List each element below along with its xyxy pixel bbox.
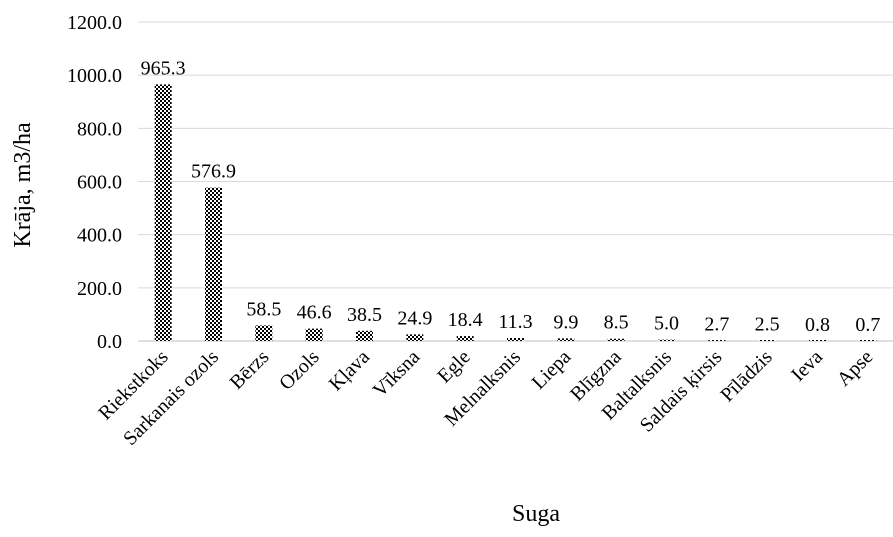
bar — [305, 328, 323, 341]
x-tick-label: Bērzs — [226, 346, 274, 394]
data-label: 576.9 — [191, 161, 236, 183]
data-label: 0.8 — [805, 314, 830, 336]
bar — [859, 340, 877, 341]
x-tick-label: Vīksna — [369, 346, 425, 402]
x-tick-label: Ozols — [275, 346, 324, 395]
x-tick-label: Pīlādzis — [716, 346, 776, 406]
y-axis-title: Krāja, m3/ha — [10, 122, 36, 248]
bar — [809, 340, 826, 341]
bar — [507, 337, 524, 341]
bar — [154, 84, 172, 341]
bars — [154, 84, 877, 341]
y-axis-ticks: 0.0 200.0 400.0 600.0 800.0 1000.0 1200.0 — [67, 12, 122, 353]
y-tick-label: 200.0 — [77, 278, 122, 300]
data-label: 965.3 — [141, 57, 186, 79]
bar — [658, 339, 675, 341]
data-label: 11.3 — [498, 311, 532, 333]
gridlines — [138, 21, 893, 342]
data-label: 2.7 — [704, 313, 729, 335]
data-label: 18.4 — [448, 309, 483, 331]
y-tick-label: 1000.0 — [67, 65, 122, 87]
x-tick-label: Kļava — [325, 346, 374, 395]
data-label: 5.0 — [654, 313, 679, 335]
data-label: 0.7 — [855, 314, 880, 336]
data-label: 24.9 — [397, 307, 432, 329]
bar — [708, 340, 726, 341]
y-tick-label: 800.0 — [77, 118, 122, 140]
bar — [356, 330, 373, 341]
bar — [406, 334, 424, 341]
y-tick-label: 0.0 — [97, 331, 122, 353]
x-tick-label: Ieva — [787, 346, 827, 386]
y-tick-label: 600.0 — [77, 172, 122, 194]
y-tick-label: 1200.0 — [67, 12, 122, 34]
data-label: 46.6 — [297, 302, 332, 324]
x-tick-label: Apse — [833, 346, 878, 391]
data-label: 2.5 — [755, 313, 780, 335]
bar — [205, 187, 222, 341]
data-label: 9.9 — [553, 311, 578, 333]
bar — [557, 338, 575, 341]
data-labels: 965.3 576.9 58.5 46.6 38.5 24.9 18.4 11.3 9.9 8.5… — [141, 57, 881, 335]
bar — [255, 325, 273, 341]
bar — [456, 336, 474, 341]
data-label: 38.5 — [347, 304, 382, 326]
bar — [607, 338, 625, 341]
y-tick-label: 400.0 — [77, 225, 122, 247]
x-axis-title: Suga — [512, 501, 560, 527]
x-tick-label: Egle — [433, 346, 475, 388]
data-label: 58.5 — [246, 298, 281, 320]
data-label: 8.5 — [604, 312, 629, 334]
bar — [758, 340, 776, 341]
